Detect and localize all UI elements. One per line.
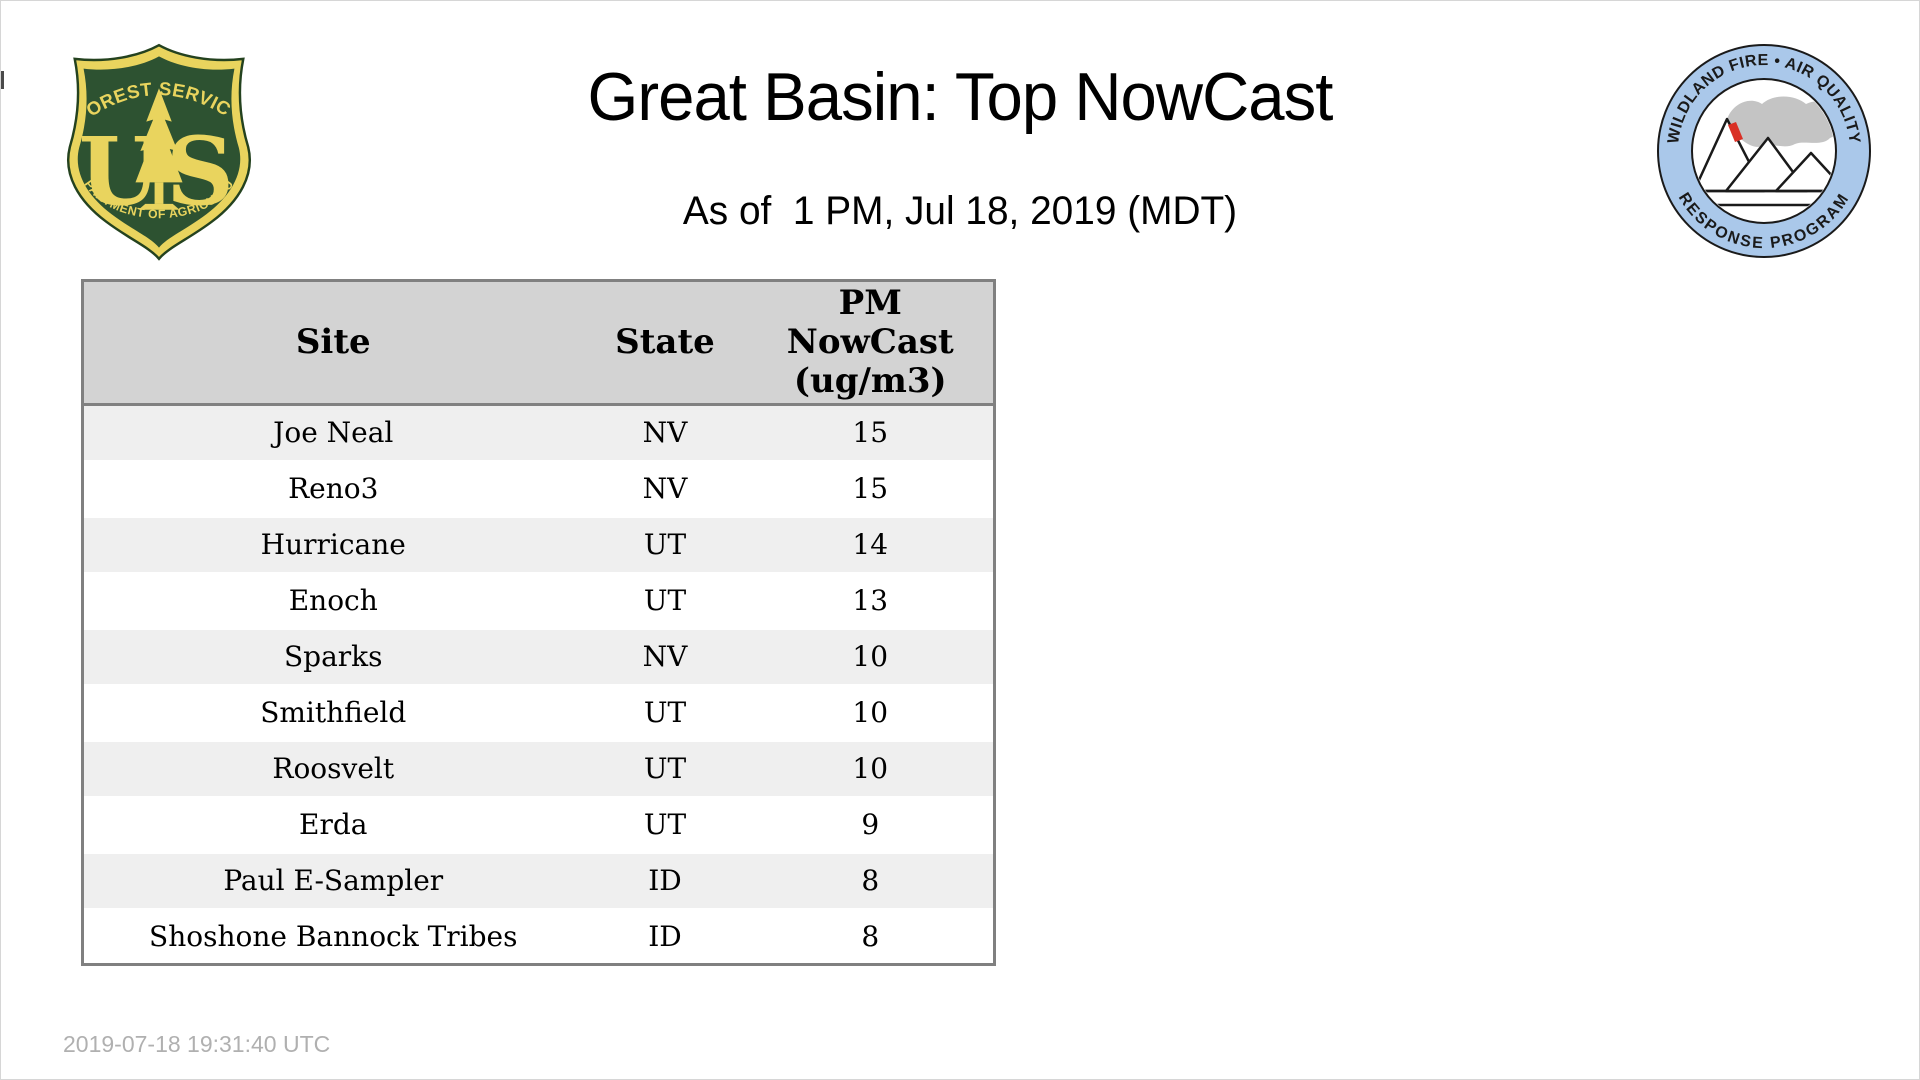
pm-cell: 10 bbox=[747, 628, 995, 686]
column-header-site: Site bbox=[82, 280, 583, 406]
column-header-pm: PM NowCast (ug/m3) bbox=[747, 280, 995, 406]
table-row: Reno3 NV 15 bbox=[82, 460, 995, 518]
table-row: Joe Neal NV 15 bbox=[82, 404, 995, 462]
state-cell: ID bbox=[582, 908, 748, 965]
site-cell: Hurricane bbox=[82, 516, 583, 574]
page-subtitle: As of 1 PM, Jul 18, 2019 (MDT) bbox=[682, 189, 1238, 233]
pine-tree-icon bbox=[135, 88, 183, 210]
table-row: Roosvelt UT 10 bbox=[82, 740, 995, 798]
nowcast-table: Site State PM NowCast (ug/m3) Joe Neal NV… bbox=[81, 279, 996, 966]
site-cell: Reno3 bbox=[82, 460, 583, 518]
state-cell: UT bbox=[582, 740, 748, 798]
state-cell: NV bbox=[582, 404, 748, 462]
site-cell: Roosvelt bbox=[82, 740, 583, 798]
page-title: Great Basin: Top NowCast bbox=[587, 59, 1334, 135]
site-cell: Paul E-Sampler bbox=[82, 852, 583, 910]
pm-cell: 10 bbox=[747, 740, 995, 798]
left-edge-artifact bbox=[1, 71, 4, 89]
pm-cell: 8 bbox=[747, 852, 995, 910]
pm-cell: 8 bbox=[747, 908, 995, 965]
pm-header-line1: PM bbox=[838, 282, 902, 323]
state-cell: NV bbox=[582, 628, 748, 686]
footer-timestamp: 2019-07-18 19:31:40 UTC bbox=[63, 1031, 331, 1057]
state-cell: NV bbox=[582, 460, 748, 518]
pm-header-line2: NowCast bbox=[786, 321, 954, 362]
state-cell: ID bbox=[582, 852, 748, 910]
pm-cell: 9 bbox=[747, 796, 995, 854]
table-header: Site State PM NowCast (ug/m3) bbox=[82, 280, 995, 406]
table-row: Hurricane UT 14 bbox=[82, 516, 995, 574]
table-row: Sparks NV 10 bbox=[82, 628, 995, 686]
table-row: Shoshone Bannock Tribes ID 8 bbox=[82, 908, 995, 965]
pm-cell: 14 bbox=[747, 516, 995, 574]
site-cell: Sparks bbox=[82, 628, 583, 686]
state-cell: UT bbox=[582, 796, 748, 854]
state-cell: UT bbox=[582, 572, 748, 630]
forest-service-logo: FOREST SERVICE U S DEPARTMENT OF AGRICUL… bbox=[61, 39, 251, 261]
smoke-icon bbox=[1726, 96, 1835, 147]
column-header-state: State bbox=[582, 280, 748, 406]
table-row: Smithfield UT 10 bbox=[82, 684, 995, 742]
table-row: Erda UT 9 bbox=[82, 796, 995, 854]
site-cell: Joe Neal bbox=[82, 404, 583, 462]
flame-icon bbox=[1728, 122, 1743, 142]
table-row: Paul E-Sampler ID 8 bbox=[82, 852, 995, 910]
site-cell: Enoch bbox=[82, 572, 583, 630]
pm-cell: 15 bbox=[747, 404, 995, 462]
ground-lines bbox=[1694, 189, 1835, 207]
table-body: Joe Neal NV 15 Reno3 NV 15 Hurricane UT 14 Enoch U… bbox=[82, 404, 995, 965]
pm-header-line3: (ug/m3) bbox=[793, 361, 947, 402]
pm-cell: 13 bbox=[747, 572, 995, 630]
state-cell: UT bbox=[582, 516, 748, 574]
pm-cell: 15 bbox=[747, 460, 995, 518]
state-cell: UT bbox=[582, 684, 748, 742]
site-cell: Shoshone Bannock Tribes bbox=[82, 908, 583, 965]
pm-cell: 10 bbox=[747, 684, 995, 742]
wfaqrp-logo: WILDLAND FIRE • AIR QUALITY RESPONSE PRO… bbox=[1657, 44, 1871, 258]
table-row: Enoch UT 13 bbox=[82, 572, 995, 630]
site-cell: Smithfield bbox=[82, 684, 583, 742]
site-cell: Erda bbox=[82, 796, 583, 854]
